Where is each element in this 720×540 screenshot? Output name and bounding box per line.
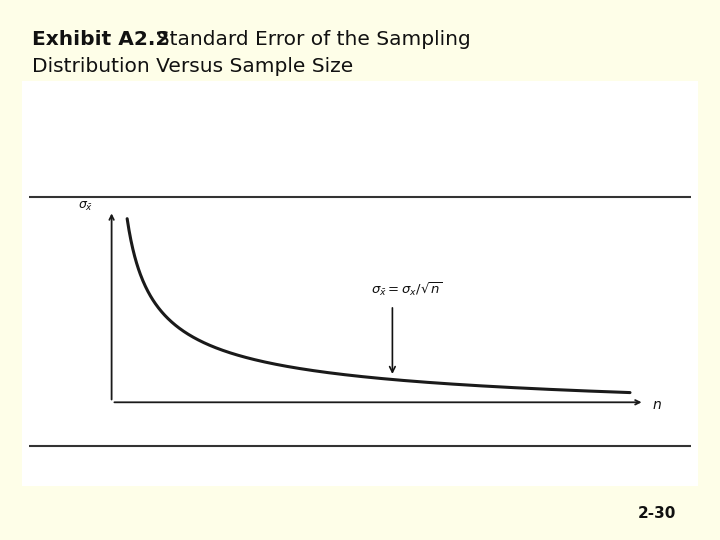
Text: $\sigma_{\bar{x}}$: $\sigma_{\bar{x}}$ bbox=[78, 200, 94, 213]
Text: 2-30: 2-30 bbox=[638, 507, 676, 522]
Text: Exhibit A2.2: Exhibit A2.2 bbox=[32, 30, 170, 49]
Text: $n$: $n$ bbox=[652, 398, 662, 412]
Bar bbox=[22, 81, 698, 486]
Text: Distribution Versus Sample Size: Distribution Versus Sample Size bbox=[32, 57, 354, 76]
Text: Standard Error of the Sampling: Standard Error of the Sampling bbox=[144, 30, 471, 49]
Text: $\sigma_{\bar{x}} = \sigma_x / \sqrt{n}$: $\sigma_{\bar{x}} = \sigma_x / \sqrt{n}$ bbox=[371, 280, 442, 298]
